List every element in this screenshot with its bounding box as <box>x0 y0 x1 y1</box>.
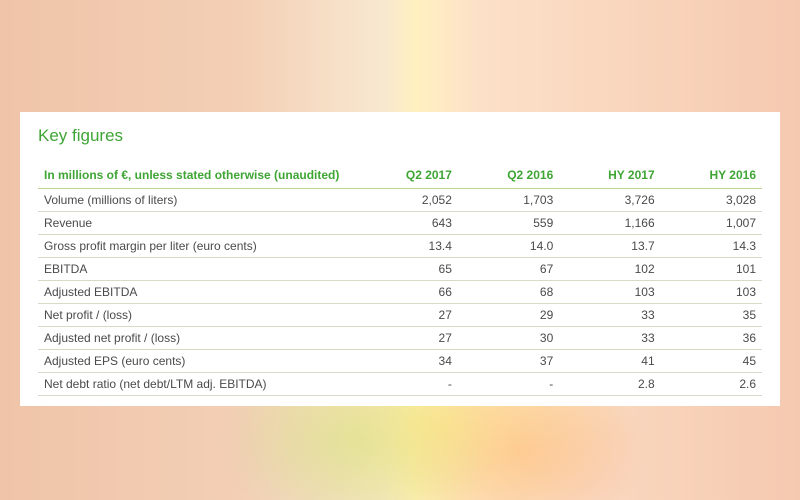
cell-value: 3,726 <box>559 189 660 212</box>
table-row: Gross profit margin per liter (euro cent… <box>38 235 762 258</box>
cell-value: 65 <box>357 258 458 281</box>
cell-value: 41 <box>559 350 660 373</box>
cell-value: 13.7 <box>559 235 660 258</box>
cell-value: 102 <box>559 258 660 281</box>
cell-value: 35 <box>661 304 762 327</box>
cell-value: 33 <box>559 304 660 327</box>
col-header-q2-2016: Q2 2016 <box>458 164 559 189</box>
cell-value: 67 <box>458 258 559 281</box>
key-figures-panel: Key figures In millions of €, unless sta… <box>20 112 780 406</box>
table-row: Adjusted EPS (euro cents)34374145 <box>38 350 762 373</box>
cell-value: 101 <box>661 258 762 281</box>
row-label: Adjusted EPS (euro cents) <box>38 350 357 373</box>
cell-value: 37 <box>458 350 559 373</box>
table-row: Net debt ratio (net debt/LTM adj. EBITDA… <box>38 373 762 396</box>
cell-value: 3,028 <box>661 189 762 212</box>
col-header-label: In millions of €, unless stated otherwis… <box>38 164 357 189</box>
col-header-q2-2017: Q2 2017 <box>357 164 458 189</box>
row-label: Net debt ratio (net debt/LTM adj. EBITDA… <box>38 373 357 396</box>
cell-value: 1,007 <box>661 212 762 235</box>
cell-value: 29 <box>458 304 559 327</box>
cell-value: 27 <box>357 327 458 350</box>
cell-value: 103 <box>661 281 762 304</box>
col-header-hy-2017: HY 2017 <box>559 164 660 189</box>
cell-value: 2.6 <box>661 373 762 396</box>
col-header-hy-2016: HY 2016 <box>661 164 762 189</box>
table-header-row: In millions of €, unless stated otherwis… <box>38 164 762 189</box>
cell-value: - <box>458 373 559 396</box>
key-figures-table: In millions of €, unless stated otherwis… <box>38 164 762 396</box>
cell-value: 1,166 <box>559 212 660 235</box>
cell-value: 30 <box>458 327 559 350</box>
table-row: Adjusted net profit / (loss)27303336 <box>38 327 762 350</box>
cell-value: 45 <box>661 350 762 373</box>
row-label: Net profit / (loss) <box>38 304 357 327</box>
table-row: Adjusted EBITDA6668103103 <box>38 281 762 304</box>
table-row: Net profit / (loss)27293335 <box>38 304 762 327</box>
row-label: Volume (millions of liters) <box>38 189 357 212</box>
row-label: Revenue <box>38 212 357 235</box>
table-row: EBITDA6567102101 <box>38 258 762 281</box>
row-label: Adjusted EBITDA <box>38 281 357 304</box>
table-row: Revenue6435591,1661,007 <box>38 212 762 235</box>
cell-value: 103 <box>559 281 660 304</box>
cell-value: 643 <box>357 212 458 235</box>
table-row: Volume (millions of liters)2,0521,7033,7… <box>38 189 762 212</box>
cell-value: 1,703 <box>458 189 559 212</box>
cell-value: 2,052 <box>357 189 458 212</box>
cell-value: - <box>357 373 458 396</box>
cell-value: 27 <box>357 304 458 327</box>
cell-value: 559 <box>458 212 559 235</box>
cell-value: 2.8 <box>559 373 660 396</box>
table-body: Volume (millions of liters)2,0521,7033,7… <box>38 189 762 396</box>
row-label: EBITDA <box>38 258 357 281</box>
panel-title: Key figures <box>38 126 762 146</box>
cell-value: 66 <box>357 281 458 304</box>
cell-value: 33 <box>559 327 660 350</box>
row-label: Gross profit margin per liter (euro cent… <box>38 235 357 258</box>
row-label: Adjusted net profit / (loss) <box>38 327 357 350</box>
cell-value: 14.0 <box>458 235 559 258</box>
cell-value: 14.3 <box>661 235 762 258</box>
cell-value: 13.4 <box>357 235 458 258</box>
cell-value: 36 <box>661 327 762 350</box>
cell-value: 34 <box>357 350 458 373</box>
cell-value: 68 <box>458 281 559 304</box>
